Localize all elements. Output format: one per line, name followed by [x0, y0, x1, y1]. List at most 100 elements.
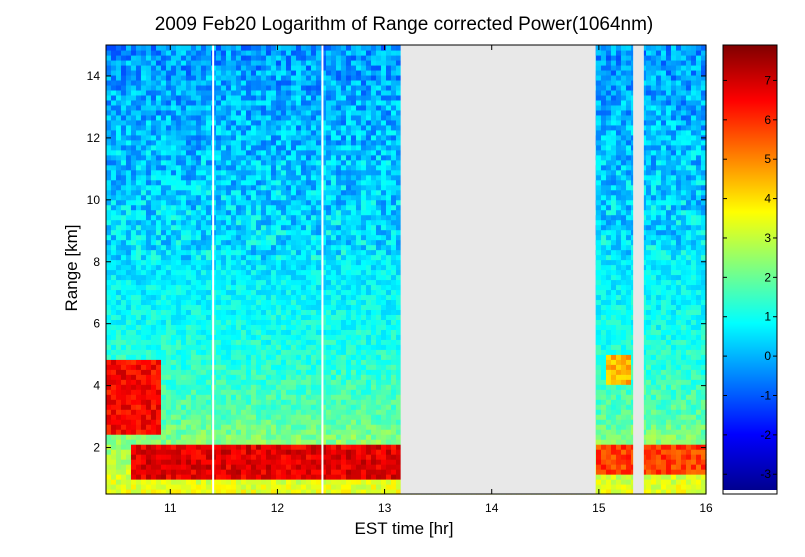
heatmap-cell: [226, 424, 232, 430]
heatmap-cell: [291, 129, 297, 136]
heatmap-cell: [136, 274, 142, 281]
heatmap-cell: [146, 164, 152, 171]
heatmap-cell: [196, 99, 202, 106]
heatmap-cell: [326, 164, 332, 171]
heatmap-cell: [301, 89, 307, 96]
heatmap-cell: [161, 399, 167, 405]
heatmap-cell: [366, 84, 372, 91]
heatmap-cell: [106, 409, 112, 415]
heatmap-cell: [226, 314, 232, 320]
heatmap-cell: [226, 109, 232, 116]
heatmap-cell: [336, 124, 342, 131]
heatmap-cell: [356, 179, 362, 186]
heatmap-cell: [366, 164, 372, 171]
heatmap-cell: [196, 334, 202, 340]
heatmap-cell: [126, 399, 132, 405]
heatmap-cell: [131, 489, 137, 495]
heatmap-cell: [326, 59, 332, 66]
heatmap-cell: [146, 119, 152, 126]
heatmap-cell: [191, 94, 197, 101]
heatmap-cell: [181, 464, 187, 470]
heatmap-cell: [241, 454, 247, 460]
heatmap-cell: [371, 204, 377, 211]
heatmap-cell: [311, 139, 317, 146]
heatmap-cell: [351, 464, 357, 470]
heatmap-cell: [131, 234, 137, 241]
heatmap-cell: [151, 139, 157, 146]
heatmap-cell: [326, 54, 332, 61]
heatmap-cell: [301, 209, 307, 216]
heatmap-cell: [196, 74, 202, 81]
heatmap-cell: [146, 479, 152, 485]
heatmap-cell: [171, 289, 177, 296]
heatmap-cell: [351, 264, 357, 271]
heatmap-cell: [146, 254, 152, 261]
heatmap-cell: [356, 99, 362, 106]
heatmap-cell: [316, 434, 322, 440]
heatmap-cell: [176, 449, 182, 455]
heatmap-cell: [381, 314, 387, 320]
heatmap-cell: [111, 269, 117, 276]
heatmap-cell: [266, 94, 272, 101]
heatmap-cell: [361, 479, 367, 485]
heatmap-cell: [221, 79, 227, 86]
heatmap-cell: [161, 449, 167, 455]
heatmap-cell: [361, 199, 367, 206]
heatmap-cell: [126, 199, 132, 206]
heatmap-cell: [366, 429, 372, 435]
heatmap-cell: [266, 134, 272, 141]
heatmap-cell: [296, 404, 302, 410]
heatmap-cell: [281, 324, 287, 330]
heatmap-cell: [181, 139, 187, 146]
heatmap-cell: [321, 414, 327, 420]
heatmap-cell: [301, 454, 307, 460]
heatmap-cell: [226, 244, 232, 251]
heatmap-cell: [136, 64, 142, 71]
heatmap-cell: [306, 284, 312, 291]
heatmap-cell: [126, 484, 132, 490]
heatmap-cell: [331, 414, 337, 420]
heatmap-cell: [256, 454, 262, 460]
heatmap-cell: [261, 259, 267, 266]
heatmap-cell: [181, 189, 187, 196]
heatmap-cell: [216, 444, 222, 450]
heatmap-cell: [186, 179, 192, 186]
heatmap-cell: [291, 69, 297, 76]
heatmap-cell: [326, 64, 332, 71]
heatmap-cell: [261, 209, 267, 216]
heatmap-cell: [341, 149, 347, 156]
heatmap-cell: [226, 459, 232, 465]
heatmap-cell: [196, 274, 202, 281]
heatmap-cell: [381, 329, 387, 335]
heatmap-cell: [336, 119, 342, 126]
heatmap-cell: [341, 224, 347, 231]
heatmap-cell: [121, 359, 127, 365]
heatmap-cell: [361, 219, 367, 226]
heatmap-cell: [346, 149, 352, 156]
heatmap-cell: [231, 64, 237, 71]
heatmap-cell: [231, 259, 237, 266]
heatmap-cell: [256, 254, 262, 261]
heatmap-cell: [256, 464, 262, 470]
heatmap-cell: [236, 389, 242, 395]
heatmap-cell: [256, 324, 262, 330]
heatmap-cell: [161, 289, 167, 296]
heatmap-cell: [206, 149, 212, 156]
heatmap-cell: [236, 309, 242, 315]
heatmap-cell: [166, 339, 172, 345]
heatmap-cell: [351, 334, 357, 340]
heatmap-cell: [141, 379, 147, 385]
heatmap-cell: [226, 264, 232, 271]
heatmap-cell: [191, 269, 197, 276]
heatmap-cell: [126, 294, 132, 301]
heatmap-cell: [291, 84, 297, 91]
heatmap-cell: [221, 114, 227, 121]
heatmap-cell: [236, 139, 242, 146]
heatmap-cell: [106, 129, 112, 136]
heatmap-cell: [166, 239, 172, 246]
heatmap-cell: [216, 124, 222, 131]
heatmap-cell: [261, 274, 267, 281]
heatmap-cell: [356, 414, 362, 420]
heatmap-cell: [371, 434, 377, 440]
heatmap-cell: [156, 449, 162, 455]
